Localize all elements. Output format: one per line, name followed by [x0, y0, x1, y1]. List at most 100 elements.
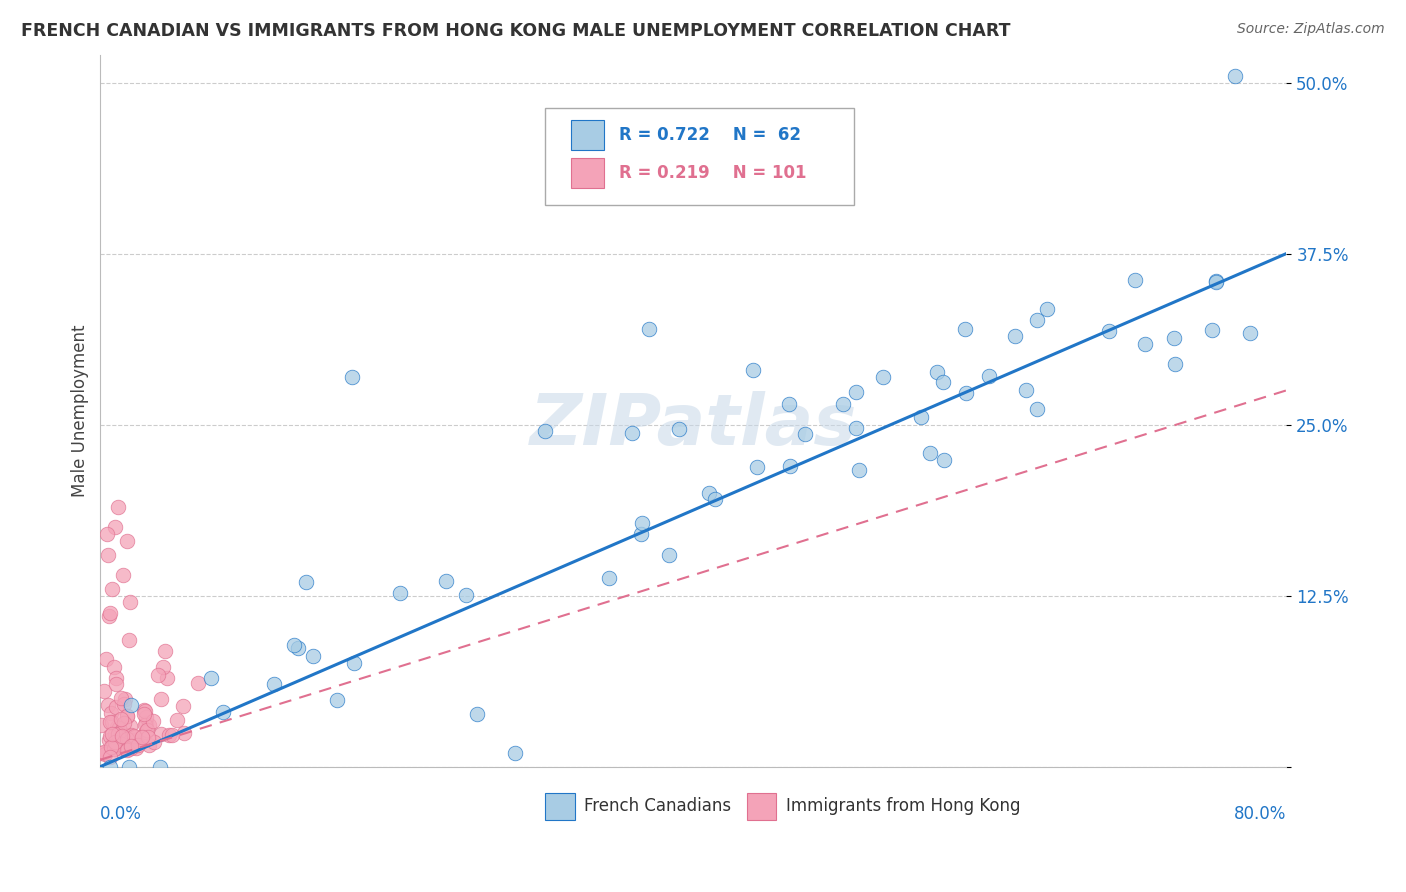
Point	[620, 425, 643, 440]
Point	[90, 718, 112, 732]
Point	[779, 458, 801, 473]
Point	[118, 718, 141, 732]
Point	[832, 397, 855, 411]
Point	[872, 369, 894, 384]
FancyBboxPatch shape	[546, 793, 575, 820]
Point	[93, 745, 115, 759]
Point	[117, 733, 139, 747]
Point	[166, 713, 188, 727]
Text: R = 0.219    N = 101: R = 0.219 N = 101	[619, 163, 806, 182]
Point	[122, 729, 145, 743]
Point	[110, 712, 132, 726]
Point	[1098, 324, 1121, 338]
Point	[1135, 337, 1157, 351]
Point	[98, 749, 121, 764]
Point	[93, 747, 115, 761]
Point	[979, 369, 1001, 384]
Point	[668, 422, 690, 436]
Point	[152, 660, 174, 674]
Text: Source: ZipAtlas.com: Source: ZipAtlas.com	[1237, 22, 1385, 37]
Point	[125, 740, 148, 755]
Point	[283, 638, 305, 652]
FancyBboxPatch shape	[571, 158, 605, 187]
Point	[794, 426, 817, 441]
Point	[96, 526, 118, 541]
Point	[100, 739, 122, 754]
Point	[104, 727, 127, 741]
Point	[105, 735, 128, 749]
Point	[955, 385, 977, 400]
Point	[128, 735, 150, 749]
Point	[302, 649, 325, 664]
Point	[98, 715, 121, 730]
Point	[112, 697, 135, 711]
FancyBboxPatch shape	[571, 120, 605, 150]
Point	[149, 759, 172, 773]
Point	[638, 322, 661, 336]
Point	[1035, 301, 1057, 316]
Point	[934, 453, 956, 467]
Point	[142, 714, 165, 729]
Point	[456, 588, 478, 602]
Point	[1223, 69, 1246, 83]
Point	[111, 741, 134, 756]
Point	[120, 733, 142, 747]
Point	[111, 568, 134, 582]
Point	[745, 459, 768, 474]
Text: FRENCH CANADIAN VS IMMIGRANTS FROM HONG KONG MALE UNEMPLOYMENT CORRELATION CHART: FRENCH CANADIAN VS IMMIGRANTS FROM HONG …	[21, 22, 1011, 40]
Point	[111, 729, 134, 743]
Point	[342, 657, 364, 671]
Point	[156, 672, 179, 686]
Text: French Canadians: French Canadians	[585, 797, 731, 815]
Point	[1015, 384, 1038, 398]
Point	[107, 500, 129, 514]
Point	[114, 738, 136, 752]
Point	[741, 363, 763, 377]
Point	[134, 705, 156, 719]
Point	[132, 703, 155, 717]
Point	[149, 691, 172, 706]
Point	[135, 710, 157, 724]
Point	[117, 742, 139, 756]
Point	[115, 708, 138, 723]
Point	[127, 738, 149, 752]
Point	[100, 714, 122, 729]
Point	[138, 718, 160, 732]
Point	[100, 739, 122, 754]
Point	[1201, 323, 1223, 337]
Point	[465, 707, 488, 722]
Point	[434, 574, 457, 588]
Point	[630, 516, 652, 531]
Point	[98, 759, 121, 773]
Point	[918, 446, 941, 460]
Point	[120, 698, 142, 713]
Point	[104, 699, 127, 714]
Point	[845, 384, 868, 399]
Point	[212, 706, 235, 720]
Point	[107, 727, 129, 741]
Point	[114, 740, 136, 755]
Point	[697, 485, 720, 500]
Point	[134, 717, 156, 731]
Point	[200, 671, 222, 685]
Point	[1164, 357, 1187, 371]
Point	[105, 737, 128, 751]
Point	[1025, 313, 1047, 327]
Point	[94, 652, 117, 666]
Point	[104, 672, 127, 686]
Point	[97, 548, 120, 562]
Point	[103, 660, 125, 674]
Point	[135, 725, 157, 739]
Point	[110, 737, 132, 751]
Point	[105, 720, 128, 734]
Point	[658, 549, 681, 563]
Point	[115, 728, 138, 742]
Point	[931, 375, 953, 389]
Point	[598, 571, 620, 585]
Point	[120, 739, 142, 753]
Point	[263, 677, 285, 691]
Point	[101, 727, 124, 741]
Text: Immigrants from Hong Kong: Immigrants from Hong Kong	[786, 797, 1021, 815]
Point	[138, 738, 160, 752]
Point	[132, 706, 155, 721]
